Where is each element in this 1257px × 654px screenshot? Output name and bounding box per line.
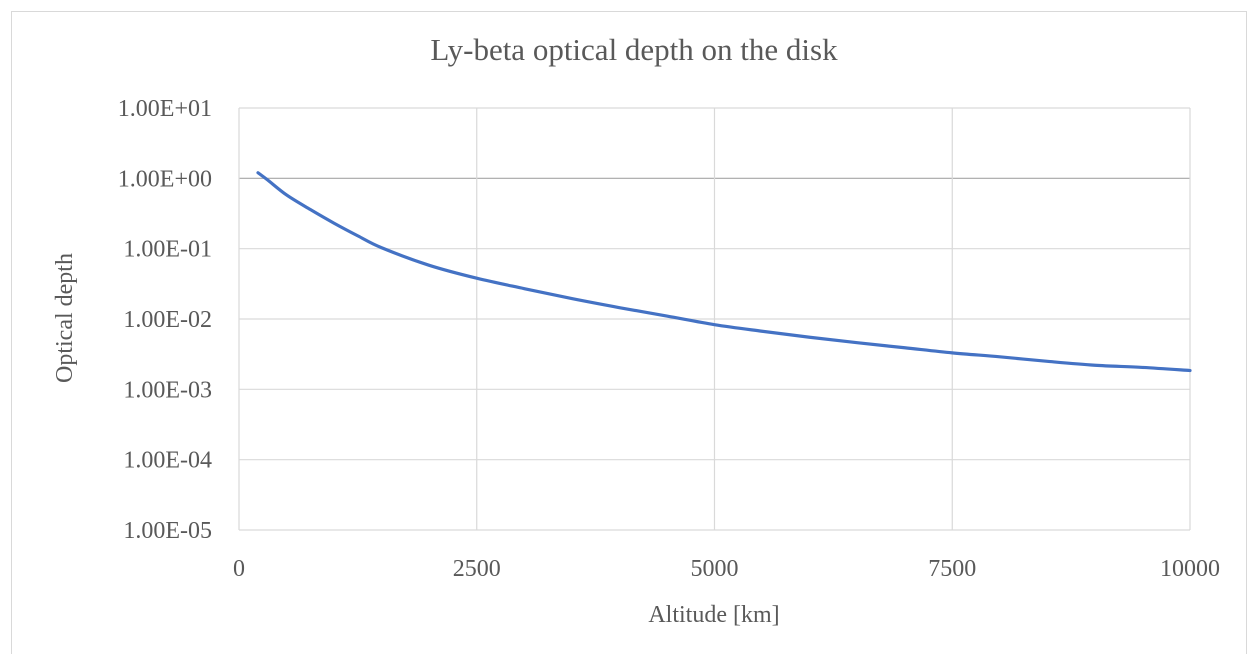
y-axis-title: Optical depth (52, 253, 78, 383)
y-tick-label: 1.00E-01 (123, 237, 212, 263)
chart-area (11, 11, 1247, 654)
y-tick-label: 1.00E-04 (123, 448, 212, 474)
x-tick-label: 5000 (691, 556, 739, 582)
series-line (256, 171, 1192, 373)
y-axis-tick-labels: 1.00E+01 1.00E+00 1.00E-01 1.00E-02 1.00E-03… (118, 96, 212, 544)
x-tick-label: 10000 (1160, 556, 1220, 582)
x-axis-title: Altitude [km] (648, 602, 779, 628)
y-tick-label: 1.00E-05 (123, 518, 212, 544)
x-tick-label: 2500 (453, 556, 501, 582)
x-axis-tick-labels: 0 2500 5000 7500 10000 (233, 556, 1220, 582)
gridlines (238, 107, 1191, 531)
y-tick-label: 1.00E+01 (118, 96, 212, 122)
x-tick-label: 0 (233, 556, 245, 582)
x-tick-label: 7500 (928, 556, 976, 582)
y-tick-label: 1.00E-02 (123, 307, 212, 333)
y-tick-label: 1.00E-03 (123, 377, 212, 403)
y-tick-label: 1.00E+00 (118, 166, 212, 192)
series-layer (256, 171, 1192, 373)
chart-title: Ly-beta optical depth on the disk (430, 32, 838, 67)
